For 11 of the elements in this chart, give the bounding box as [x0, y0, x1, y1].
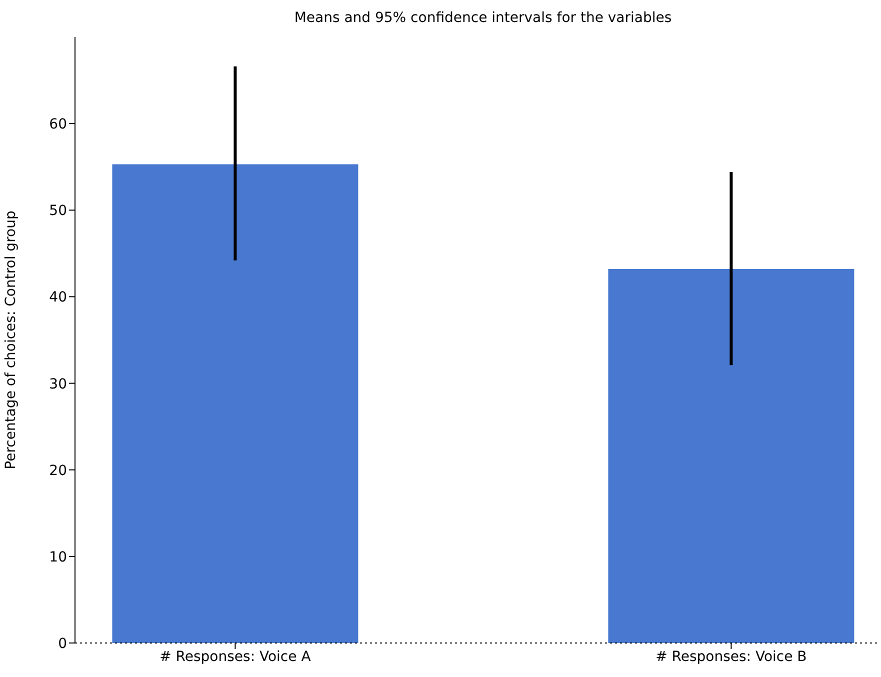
y-tick-label: 0	[58, 636, 67, 652]
y-tick-label: 60	[49, 116, 67, 133]
y-tick-label: 50	[49, 203, 67, 220]
y-axis-title: Percentage of choices: Control group	[2, 210, 19, 470]
chart-title: Means and 95% confidence intervals for the variables	[294, 10, 672, 26]
y-tick-label: 10	[49, 549, 67, 566]
x-tick-label: # Responses: Voice A	[160, 648, 312, 665]
y-tick-label: 40	[49, 290, 67, 306]
x-tick-label: # Responses: Voice B	[656, 648, 807, 665]
y-tick-label: 30	[49, 376, 67, 392]
y-tick-label: 20	[49, 462, 67, 479]
